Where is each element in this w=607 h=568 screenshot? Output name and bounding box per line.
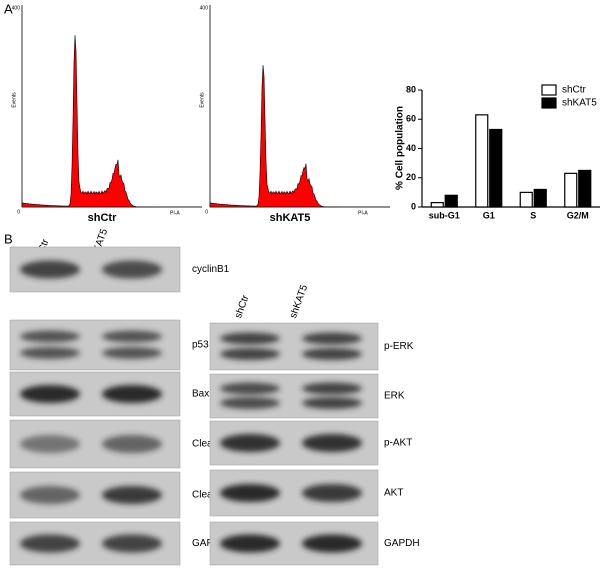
band (20, 347, 80, 359)
histogram (21, 35, 202, 208)
y-tick-label: 0 (205, 209, 208, 215)
blot-label: GAPDH (384, 538, 420, 549)
x-axis-label: PI-A (358, 210, 368, 216)
band (20, 330, 80, 343)
blot-label: p-AKT (384, 438, 412, 449)
x-tick-label: sub-G1 (429, 210, 460, 220)
bar (430, 202, 444, 208)
x-axis-label: PI-A (170, 210, 180, 216)
blot-background (9, 319, 181, 371)
band (220, 348, 280, 361)
blot-label: cyclinB1 (192, 264, 230, 275)
blot-label: p53 (192, 340, 209, 351)
band (302, 484, 362, 502)
histogram (209, 65, 390, 208)
x-tick-label: S (530, 210, 536, 220)
y-tick-label: 60 (406, 114, 416, 124)
blot-label: p-ERK (384, 341, 414, 352)
band (20, 260, 80, 279)
y-axis-label: Events (11, 92, 17, 108)
band (302, 348, 362, 361)
band (102, 534, 162, 553)
legend-label: shKAT5 (562, 98, 597, 109)
legend-swatch (541, 97, 557, 109)
band (102, 385, 162, 403)
bar (489, 128, 503, 208)
bar (564, 172, 578, 208)
band (302, 434, 362, 452)
histogram-label: shCtr (88, 212, 117, 224)
legend-swatch (541, 84, 557, 96)
blot-label: ERK (384, 391, 405, 402)
band (302, 382, 362, 395)
band (20, 486, 80, 504)
histogram-label: shKAT5 (270, 212, 311, 224)
y-axis-label: % Cell population (395, 106, 406, 190)
blot-label: Bax (192, 389, 209, 400)
band (220, 484, 280, 502)
band (220, 434, 280, 452)
bar (519, 191, 533, 208)
band (20, 534, 80, 553)
band (302, 534, 362, 553)
y-tick-label: 0 (17, 209, 20, 215)
lane-label: shKAT5 (288, 283, 310, 320)
band (220, 534, 280, 553)
blot-background (209, 322, 379, 371)
y-tick-label: 80 (406, 84, 416, 94)
band (302, 332, 362, 345)
x-tick-label: G2/M (567, 210, 589, 220)
band (102, 486, 162, 504)
bar (444, 194, 458, 208)
y-tick-label: 400 (12, 5, 21, 11)
band (220, 332, 280, 345)
panel-label: A (4, 1, 13, 16)
bar (475, 114, 489, 208)
blot-label: AKT (384, 488, 403, 499)
band (302, 397, 362, 410)
y-tick-label: 20 (406, 172, 416, 182)
band (20, 385, 80, 403)
x-tick-label: G1 (483, 210, 495, 220)
bar (533, 188, 547, 208)
band (20, 435, 80, 453)
band (102, 330, 162, 343)
band (102, 347, 162, 359)
legend-label: shCtr (562, 85, 587, 96)
band (220, 397, 280, 410)
band (102, 260, 162, 279)
panel-label: B (4, 231, 13, 246)
y-tick-label: 40 (406, 143, 416, 153)
band (220, 382, 280, 395)
y-tick-label: 0 (411, 201, 416, 211)
lane-label: shCtr (233, 293, 252, 320)
y-tick-label: 400 (200, 5, 209, 11)
bar (578, 169, 592, 208)
y-axis-label: Events (199, 92, 205, 108)
blot-background (209, 373, 379, 419)
band (102, 435, 162, 453)
